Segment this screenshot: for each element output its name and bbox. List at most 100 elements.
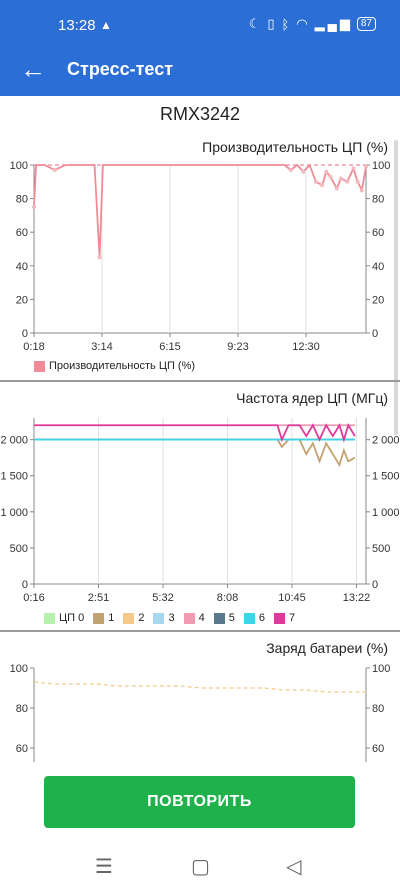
data-point	[52, 168, 57, 173]
legend-swatch	[183, 612, 195, 624]
legend-item: 4	[183, 612, 205, 624]
data-point	[32, 205, 36, 209]
series-line-1	[34, 438, 356, 468]
y-tick-label: 0	[372, 328, 378, 340]
y-tick-label: 0	[22, 579, 28, 591]
legend-item: 5	[213, 612, 235, 624]
legend-swatch	[243, 612, 255, 624]
y-tick-label: 100	[10, 663, 28, 675]
y-tick-label: 80	[16, 194, 28, 206]
x-tick-label: 0:16	[23, 592, 44, 604]
divider	[0, 630, 400, 632]
y-tick-label: 1 500	[0, 471, 28, 483]
data-point	[351, 166, 356, 171]
device-name: RMX3242	[159, 104, 241, 124]
y-tick-label: 0	[22, 328, 28, 340]
status-time: 13:28	[58, 17, 96, 34]
data-point	[301, 169, 306, 174]
data-point	[334, 186, 339, 191]
y-tick-label: 500	[372, 543, 390, 555]
legend-swatch	[34, 360, 45, 372]
data-point	[359, 188, 364, 193]
bluetooth-icon: ᛒ	[281, 16, 293, 32]
y-tick-label: 100	[372, 663, 390, 675]
legend-item: 3	[153, 612, 175, 624]
y-tick-label: 60	[372, 227, 384, 239]
y-tick-label: 80	[372, 703, 384, 715]
repeat-button[interactable]: ПОВТОРИТЬ	[44, 776, 355, 828]
legend-item: 2	[123, 612, 144, 624]
x-tick-label: 5:32	[152, 592, 173, 604]
y-tick-label: 80	[372, 194, 384, 206]
y-tick-label: 60	[16, 743, 28, 755]
data-point	[355, 179, 360, 184]
menu-icon[interactable]: ☰	[95, 856, 113, 878]
data-point	[320, 183, 325, 188]
status-icons: ☾ ▯ ᛒ ◠ ▂▄▆ 87	[249, 16, 376, 32]
legend-item: ЦП 0	[44, 612, 84, 624]
series-line-reference	[33, 681, 366, 693]
data-point	[97, 255, 102, 260]
legend-item: 1	[93, 612, 114, 624]
data-point	[338, 176, 343, 181]
data-point	[324, 169, 329, 174]
notification-icon: ▲	[100, 18, 112, 32]
y-tick-label: 60	[372, 743, 384, 755]
data-point	[328, 174, 333, 179]
legend-label: 5	[228, 612, 235, 624]
cpu-frequency-legend: ЦП 0 1 2 3 4 5 6 7	[44, 612, 304, 624]
x-tick-label: 10:45	[278, 592, 306, 604]
status-bar: 13:28 ▲ ☾ ▯ ᛒ ◠ ▂▄▆ 87	[0, 0, 400, 44]
y-tick-label: 2 000	[372, 435, 400, 447]
data-point	[364, 164, 368, 169]
legend-swatch	[44, 612, 55, 624]
x-tick-label: 9:23	[227, 341, 248, 353]
x-tick-label: 3:14	[91, 341, 112, 353]
battery-title: Заряд батареи (%)	[266, 640, 388, 656]
y-tick-label: 0	[372, 579, 378, 591]
legend-label: 6	[258, 612, 265, 624]
y-tick-label: 1 500	[372, 471, 400, 483]
navigation-bar: ☰ ▢ ◁	[0, 846, 400, 889]
y-tick-label: 100	[10, 160, 28, 172]
y-tick-label: 500	[10, 543, 28, 555]
legend-item: 7	[273, 612, 295, 624]
home-icon[interactable]: ▢	[191, 856, 210, 878]
legend-label: 2	[138, 612, 145, 624]
x-tick-label: 2:51	[88, 592, 109, 604]
legend-label: Производительность ЦП (%)	[49, 360, 196, 372]
x-tick-label: 8:08	[217, 592, 238, 604]
back-arrow-icon[interactable]: ←	[20, 54, 46, 84]
x-tick-label: 13:22	[343, 592, 371, 604]
legend-swatch	[153, 612, 165, 624]
scrollbar[interactable]	[394, 140, 398, 435]
y-tick-label: 20	[372, 294, 384, 306]
y-tick-label: 80	[16, 703, 28, 715]
cpu-performance-title: Производительность ЦП (%)	[202, 139, 388, 155]
y-tick-label: 2 000	[0, 435, 28, 447]
data-point	[345, 179, 350, 184]
legend-label: 4	[198, 612, 205, 624]
app-bar: ← Стресс-тест	[0, 44, 400, 96]
page-title: Стресс-тест	[67, 59, 174, 79]
vibrate-icon: ▯	[267, 16, 278, 31]
y-tick-label: 1 000	[372, 507, 400, 519]
legend-swatch	[273, 612, 285, 624]
x-tick-label: 12:30	[292, 341, 320, 353]
y-tick-label: 40	[372, 261, 384, 273]
signal-icon: ▂▄▆	[314, 16, 353, 31]
series-line-7	[34, 423, 356, 443]
data-point	[288, 168, 293, 173]
back-nav-icon[interactable]: ◁	[286, 856, 302, 878]
legend-swatch	[213, 612, 225, 624]
y-tick-label: 60	[16, 227, 28, 239]
y-tick-label: 20	[16, 294, 28, 306]
cpu-frequency-title: Частота ядер ЦП (МГц)	[236, 390, 388, 406]
divider	[0, 380, 400, 382]
legend-swatch	[93, 612, 105, 624]
data-point	[313, 179, 318, 184]
wifi-icon: ◠	[296, 16, 311, 31]
y-tick-label: 1 000	[0, 507, 28, 519]
legend-item: 6	[243, 612, 265, 624]
